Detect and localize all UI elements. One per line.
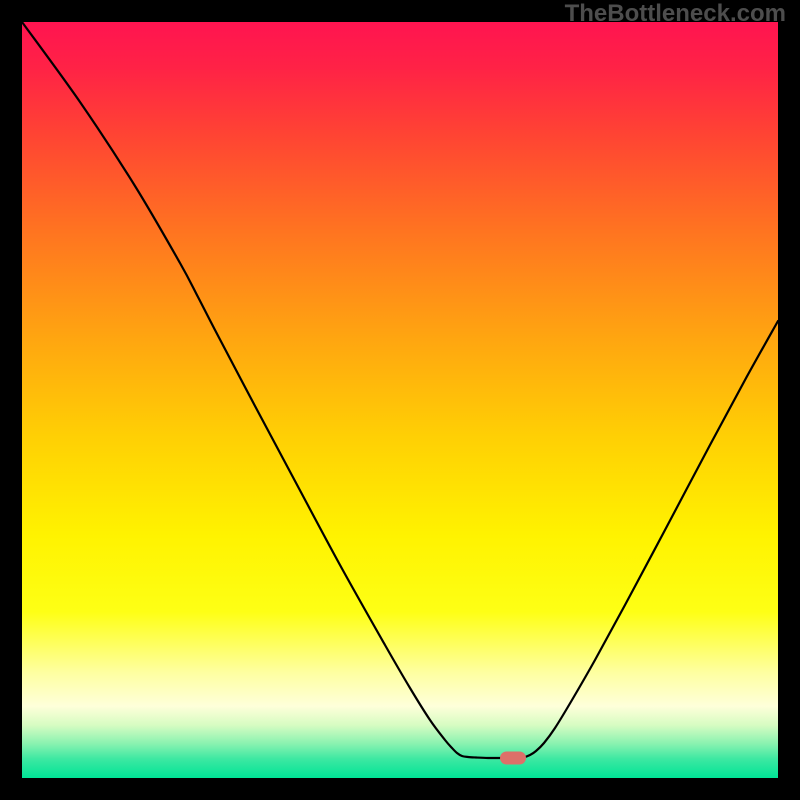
chart-container: TheBottleneck.com <box>0 0 800 800</box>
plot-background <box>22 22 778 778</box>
bottleneck-chart <box>0 0 800 800</box>
watermark-text: TheBottleneck.com <box>565 0 786 28</box>
optimal-marker <box>500 752 526 765</box>
